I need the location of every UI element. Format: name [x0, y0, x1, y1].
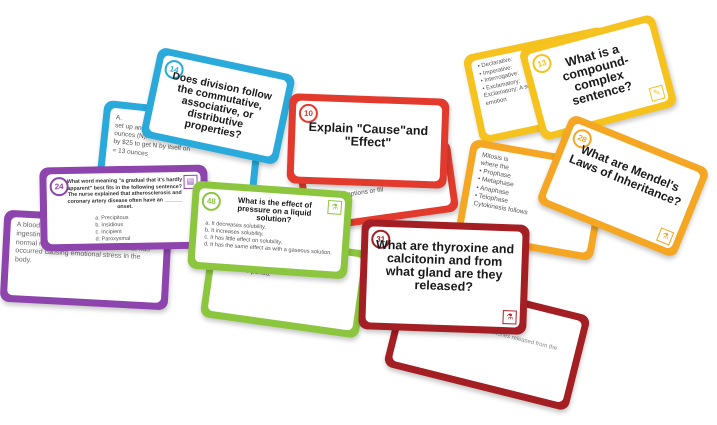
- card-question: What is a compound-complex sentence?: [560, 41, 635, 109]
- card-question: What are thyroxine and calcitonin and fr…: [375, 237, 515, 295]
- card-24: 24 ▤ What word meaning "a gradual that i…: [39, 164, 209, 252]
- card-48: 48 ⚗ What is the effect of pressure on a…: [187, 180, 353, 280]
- card-question: Does division follow the commutative, as…: [171, 70, 274, 142]
- flask-icon: ⚗: [502, 310, 517, 325]
- card-10: 10 Explain "Cause"and "Effect": [286, 93, 450, 189]
- card-13: 13 ✎ What is a compound-complex sentence…: [518, 13, 678, 142]
- answer-option: d. Paroxysmal: [95, 235, 131, 243]
- flask-icon: ⚗: [656, 227, 675, 246]
- card-question: Explain "Cause"and "Effect": [308, 119, 429, 150]
- card-question: What word meaning "a gradual that it's h…: [66, 176, 183, 211]
- flask-icon: ⚗: [327, 199, 343, 215]
- card-question: What are Mendel's Laws of Inheritance?: [567, 142, 684, 209]
- card-31: 31 ⚗ What are thyroxine and calcitonin a…: [358, 219, 530, 335]
- card-number: 48: [201, 191, 222, 212]
